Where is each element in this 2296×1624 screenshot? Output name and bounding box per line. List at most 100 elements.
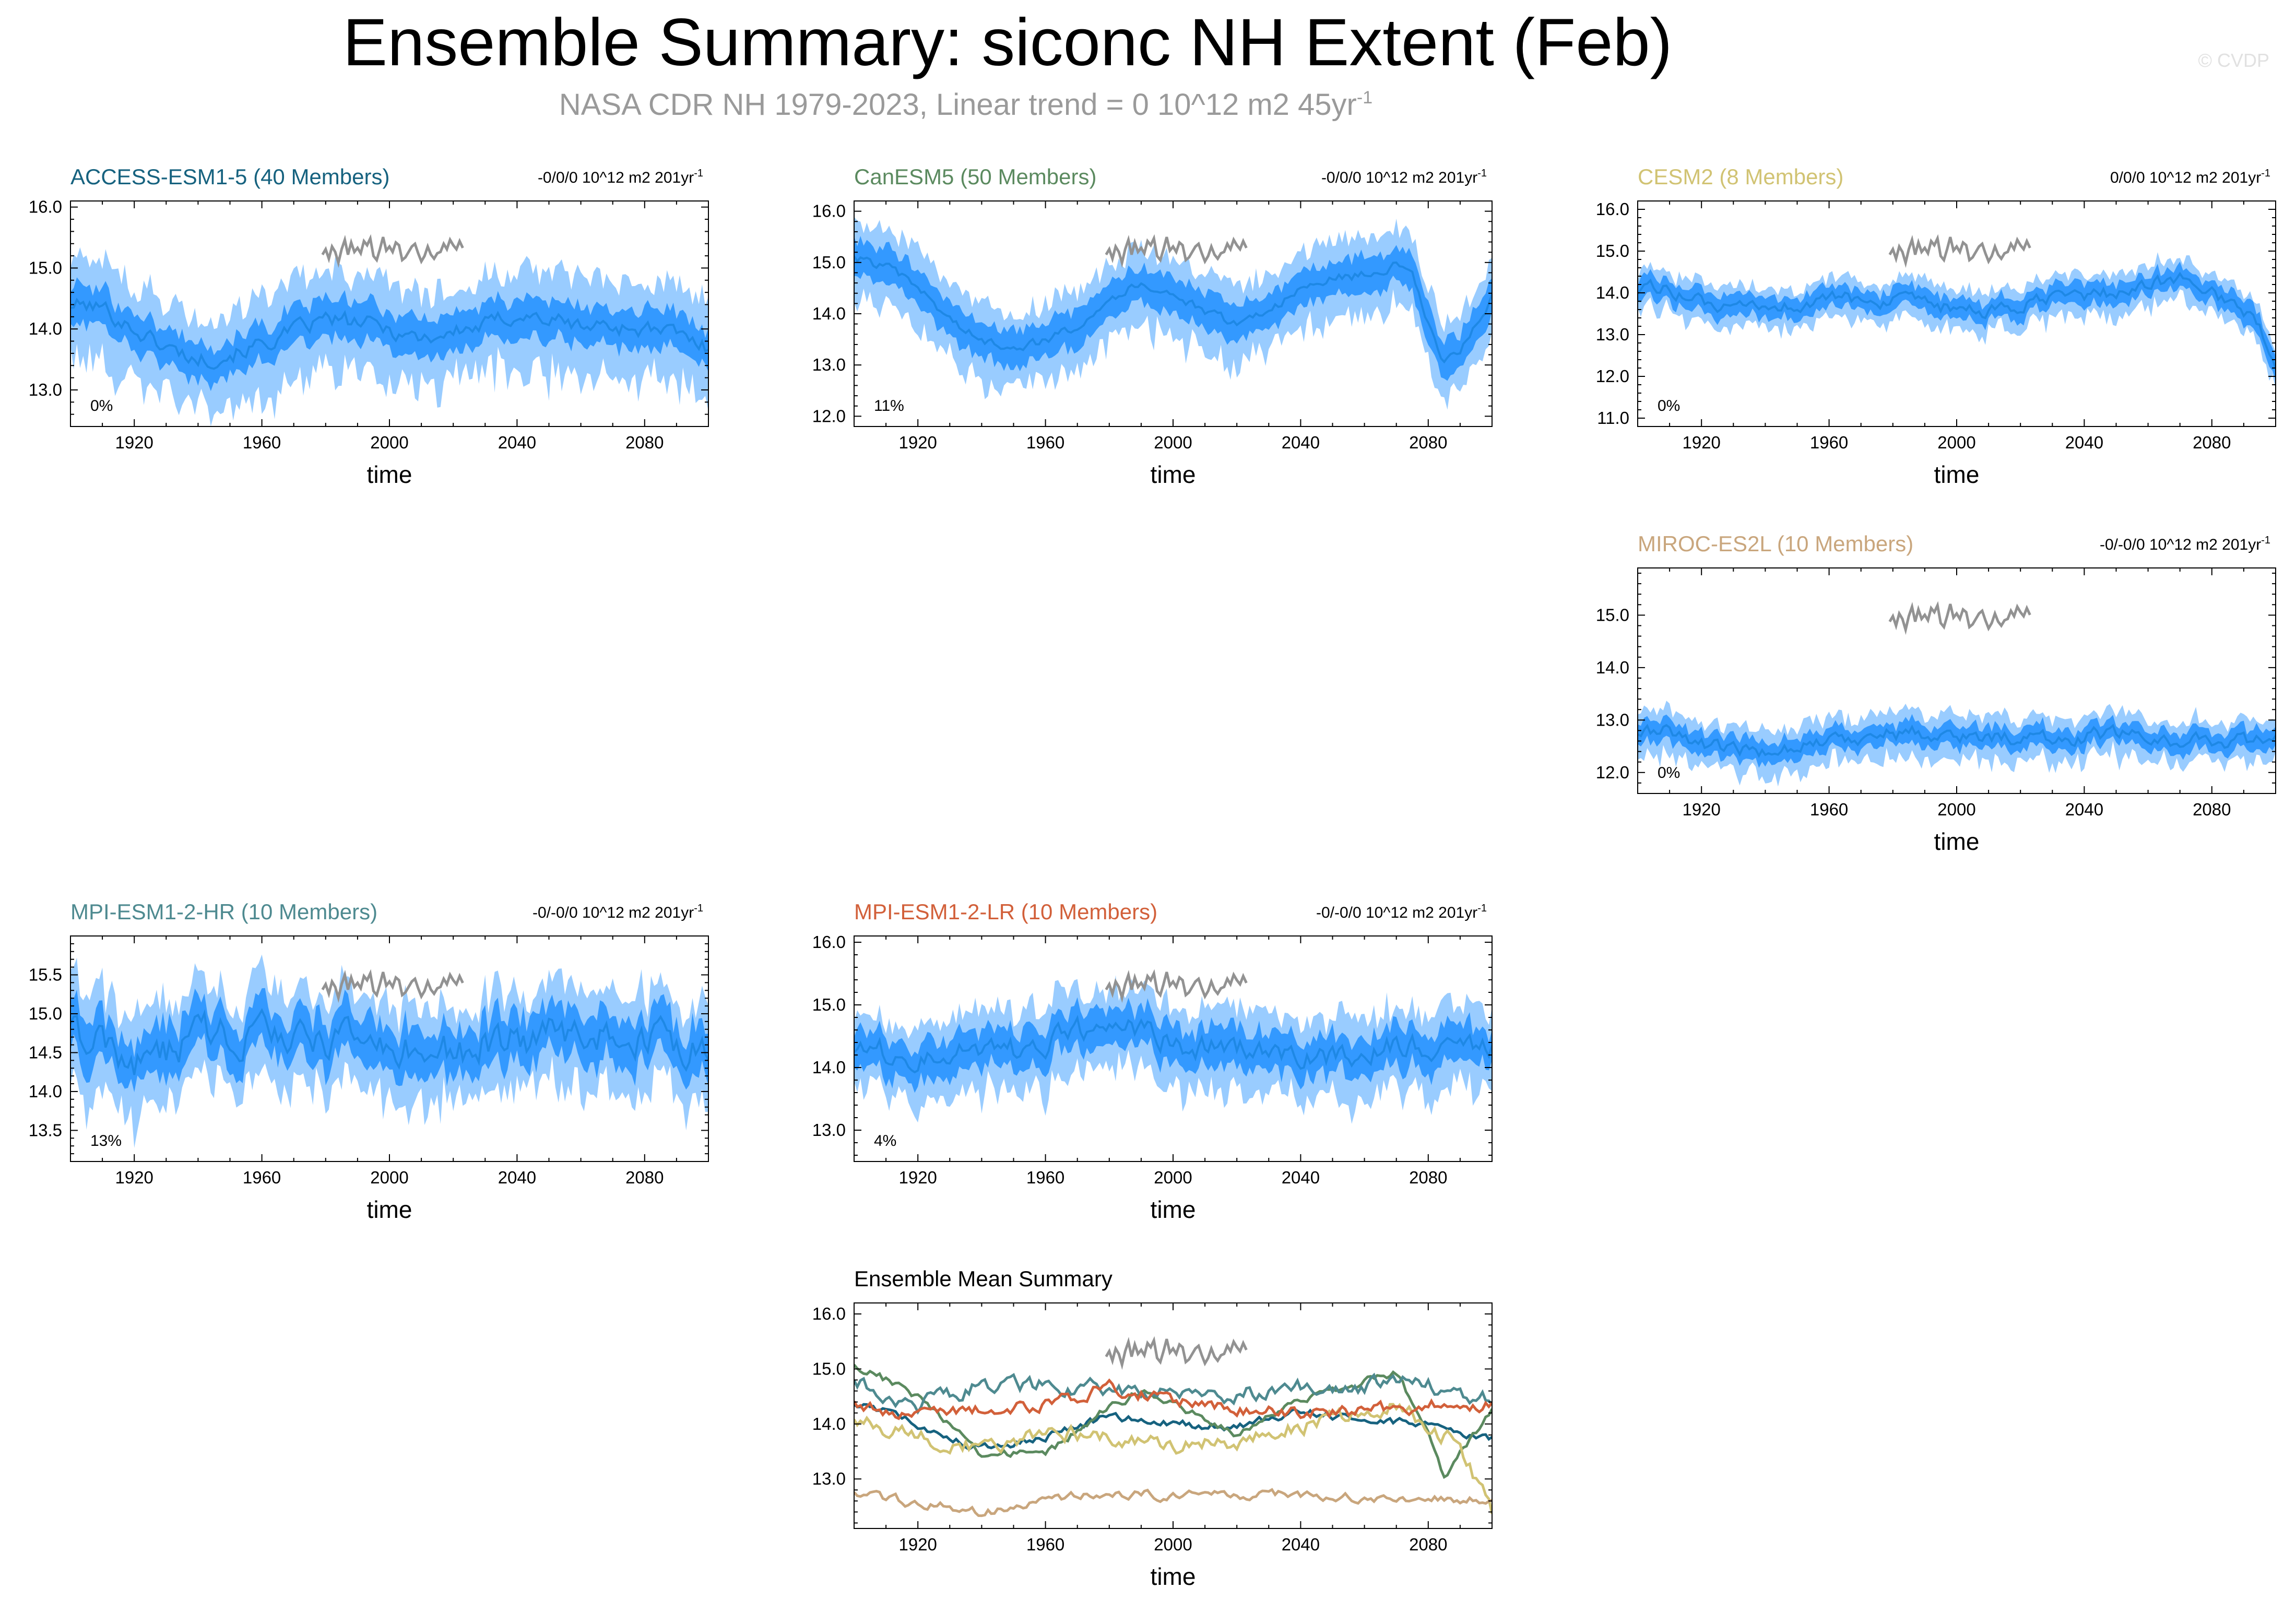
x-tick-label: 2040: [1282, 433, 1320, 452]
ensemble-mean-line: [854, 255, 1492, 364]
observations-line: [1105, 234, 1248, 268]
x-tick-label: 1920: [898, 1535, 937, 1554]
trend-label-text: -0/-0/0 10^12 m2 201yr: [2100, 536, 2261, 553]
panel-title: ACCESS-ESM1-5 (40 Members): [70, 164, 389, 189]
y-tick-label: 15.0: [29, 258, 62, 277]
plot-area: [854, 1336, 1492, 1518]
ensemble-mean-line: [1638, 271, 2276, 369]
y-tick-label: 16.0: [1596, 199, 1629, 219]
spread-inner-band: [854, 235, 1492, 381]
x-tick-label: 1920: [898, 433, 937, 452]
y-tick-label: 13.0: [1596, 710, 1629, 729]
x-tick-label: 1920: [1682, 433, 1720, 452]
trend-label: 0/0/0 10^12 m2 201yr-1: [2110, 168, 2270, 186]
percent-label: 0%: [1658, 397, 1680, 414]
x-axis-title: time: [1934, 828, 1980, 855]
y-tick-label: 11.0: [1597, 408, 1629, 428]
y-tick-label: 15.0: [812, 1359, 846, 1378]
figure-title: Ensemble Summary: siconc NH Extent (Feb): [343, 5, 1673, 80]
x-tick-label: 1920: [898, 1168, 937, 1187]
x-tick-label: 2040: [1282, 1168, 1320, 1187]
trend-label-text: 0/0/0 10^12 m2 201yr: [2110, 169, 2261, 186]
series-line-6: [854, 1378, 1492, 1420]
y-tick-label: 14.0: [29, 319, 62, 338]
panel-title: CESM2 (8 Members): [1638, 164, 1843, 189]
y-tick-label: 15.0: [1596, 605, 1629, 624]
y-tick-label: 13.0: [1596, 325, 1629, 344]
y-tick-label: 14.0: [29, 1082, 62, 1101]
x-tick-label: 2040: [2065, 800, 2103, 819]
plot-area: [1638, 601, 2276, 787]
spread-inner-band: [70, 988, 708, 1093]
panel-title: Ensemble Mean Summary: [854, 1266, 1113, 1291]
trend-label-superscript: -1: [1477, 168, 1487, 179]
trend-label-superscript: -1: [2261, 535, 2270, 546]
panel-mpilr: MPI-ESM1-2-LR (10 Members) -0/-0/0 10^12 …: [812, 899, 1493, 1223]
series-line-4: [854, 1488, 1492, 1518]
observations-line: [321, 234, 464, 268]
spread-inner-band: [70, 277, 708, 392]
percent-label: 0%: [90, 397, 113, 414]
x-tick-label: 1960: [1026, 1168, 1064, 1187]
percent-label: 0%: [1658, 764, 1680, 781]
y-tick-label: 14.0: [812, 1414, 846, 1433]
trend-label: -0/-0/0 10^12 m2 201yr-1: [532, 903, 703, 921]
trend-label-superscript: -1: [694, 903, 703, 914]
plot-area: [70, 234, 708, 426]
trend-label-superscript: -1: [1477, 903, 1487, 914]
x-tick-label: 1960: [1026, 1535, 1064, 1554]
x-tick-label: 1960: [243, 1168, 281, 1187]
x-tick-label: 2080: [2193, 800, 2231, 819]
observations-line: [1888, 601, 2031, 635]
panel-cesm: CESM2 (8 Members) 0/0/0 10^12 m2 201yr-1 1…: [1596, 164, 2276, 488]
x-tick-label: 2040: [498, 1168, 536, 1187]
y-tick-label: 14.0: [812, 304, 846, 323]
panel-access: ACCESS-ESM1-5 (40 Members) -0/0/0 10^12 m…: [29, 164, 709, 488]
plot-area: [70, 954, 708, 1148]
y-tick-label: 13.0: [29, 380, 62, 399]
y-tick-label: 15.0: [1596, 241, 1629, 260]
x-tick-label: 2000: [370, 1168, 408, 1187]
y-tick-label: 16.0: [812, 201, 846, 221]
y-tick-label: 12.0: [1596, 366, 1629, 386]
x-tick-label: 2080: [625, 1168, 664, 1187]
observations-line: [1105, 969, 1248, 1003]
y-tick-label: 15.5: [29, 965, 62, 984]
ensemble-mean-line: [854, 1015, 1492, 1074]
x-tick-label: 2000: [1154, 433, 1192, 452]
y-tick-label: 15.0: [812, 995, 846, 1014]
x-tick-label: 1960: [1810, 800, 1848, 819]
series-line-3: [854, 1403, 1492, 1514]
x-tick-label: 2040: [1282, 1535, 1320, 1554]
plot-area: [1638, 234, 2276, 389]
x-tick-label: 2040: [2065, 433, 2103, 452]
y-tick-label: 16.0: [812, 1304, 846, 1323]
panel-miroc: MIROC-ES2L (10 Members) -0/-0/0 10^12 m2 …: [1596, 531, 2276, 855]
x-tick-label: 1960: [1810, 433, 1848, 452]
observations-line: [1888, 234, 2031, 268]
ensemble-mean-line: [70, 298, 708, 370]
x-tick-label: 2000: [1937, 800, 1975, 819]
x-axis-title: time: [1151, 461, 1196, 488]
x-tick-label: 2000: [1154, 1168, 1192, 1187]
trend-label: -0/-0/0 10^12 m2 201yr-1: [1316, 903, 1487, 921]
x-tick-label: 2080: [1409, 1168, 1447, 1187]
x-tick-label: 2080: [2193, 433, 2231, 452]
x-axis-title: time: [1934, 461, 1980, 488]
plot-area: [854, 217, 1492, 410]
x-tick-label: 1960: [243, 433, 281, 452]
x-tick-label: 2000: [370, 433, 408, 452]
x-tick-label: 2040: [498, 433, 536, 452]
trend-label-text: -0/-0/0 10^12 m2 201yr: [532, 904, 694, 921]
panel-title: MPI-ESM1-2-LR (10 Members): [854, 899, 1157, 924]
copyright-text: © CVDP: [2198, 50, 2269, 71]
trend-label: -0/0/0 10^12 m2 201yr-1: [1321, 168, 1487, 186]
x-tick-label: 2080: [1409, 433, 1447, 452]
x-tick-label: 2000: [1937, 433, 1975, 452]
y-tick-label: 16.0: [29, 197, 62, 217]
y-tick-label: 13.0: [812, 1120, 846, 1140]
ensemble-mean-line: [70, 1007, 708, 1075]
panel-title: MIROC-ES2L (10 Members): [1638, 531, 1913, 556]
ensemble-mean-line: [1638, 724, 2276, 758]
